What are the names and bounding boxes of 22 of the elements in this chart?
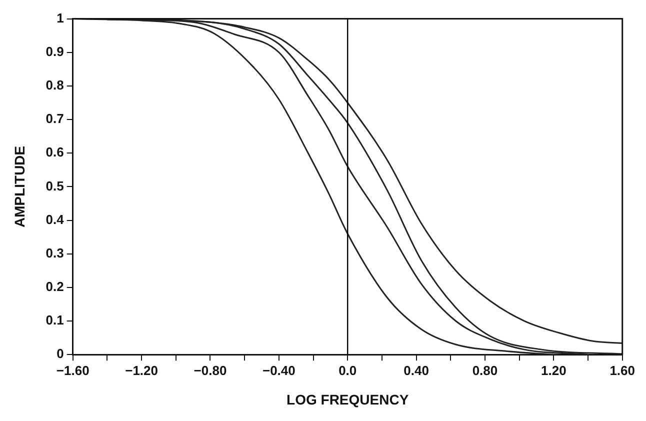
y-tick-label: 0.5	[46, 178, 64, 194]
y-tick-label: 0.3	[46, 245, 64, 260]
x-tick-label: −1.60	[56, 362, 90, 378]
y-tick-label: 0.8	[46, 78, 64, 93]
y-tick-label: 0	[56, 346, 64, 362]
x-tick-label: 0.40	[404, 362, 429, 378]
x-tick-label: 0.80	[472, 362, 498, 378]
y-tick-label: 1	[56, 10, 64, 26]
x-tick-label: 1.60	[610, 362, 636, 378]
y-tick-label: 0.4	[46, 212, 65, 227]
x-tick-label: −1.20	[125, 362, 158, 378]
x-tick-label: −0.80	[194, 362, 227, 378]
x-axis-title: LOG FREQUENCY	[286, 391, 410, 408]
y-tick-label: 0.1	[46, 312, 64, 328]
y-tick-label: 0.7	[46, 111, 64, 126]
x-tick-label: −0.40	[262, 362, 296, 378]
x-tick-label: 0.0	[338, 362, 357, 378]
y-tick-label: 0.6	[46, 144, 64, 160]
y-tick-label: 0.2	[46, 279, 64, 294]
y-axis-title: AMPLITUDE	[11, 146, 28, 228]
x-tick-label: 1.20	[541, 362, 566, 378]
y-tick-label: 0.9	[46, 44, 64, 59]
